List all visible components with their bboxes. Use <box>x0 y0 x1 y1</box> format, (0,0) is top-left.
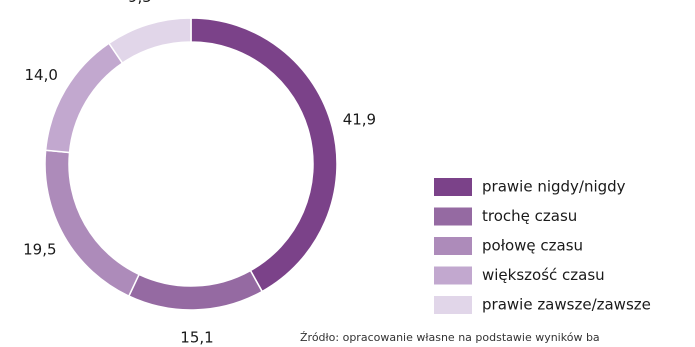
legend-label-3: połowę czasu <box>482 237 583 255</box>
data-label-5: 9,5 <box>128 0 152 6</box>
donut-slices <box>45 18 337 310</box>
data-label-2: 15,1 <box>180 328 213 346</box>
legend-swatch-3 <box>434 237 472 255</box>
legend-label-1: prawie nigdy/nigdy <box>482 178 626 196</box>
legend-swatch-1 <box>434 178 472 196</box>
data-label-4: 14,0 <box>25 66 58 84</box>
slice-5 <box>109 18 191 63</box>
slice-1 <box>191 18 337 291</box>
legend-label-4: większość czasu <box>482 266 605 284</box>
legend-label-2: trochę czasu <box>482 207 577 225</box>
legend-swatch-5 <box>434 296 472 314</box>
slice-4 <box>46 43 123 152</box>
slice-3 <box>45 150 139 296</box>
data-label-1: 41,9 <box>343 111 376 129</box>
source-note: Źródło: opracowanie własne na podstawie … <box>300 331 695 344</box>
legend: prawie nigdy/nigdy trochę czasu połowę cza… <box>434 178 651 315</box>
legend-swatch-4 <box>434 267 472 285</box>
data-label-3: 19,5 <box>23 241 56 259</box>
slice-2 <box>129 271 262 310</box>
legend-swatch-2 <box>434 208 472 226</box>
legend-label-5: prawie zawsze/zawsze <box>482 296 651 314</box>
